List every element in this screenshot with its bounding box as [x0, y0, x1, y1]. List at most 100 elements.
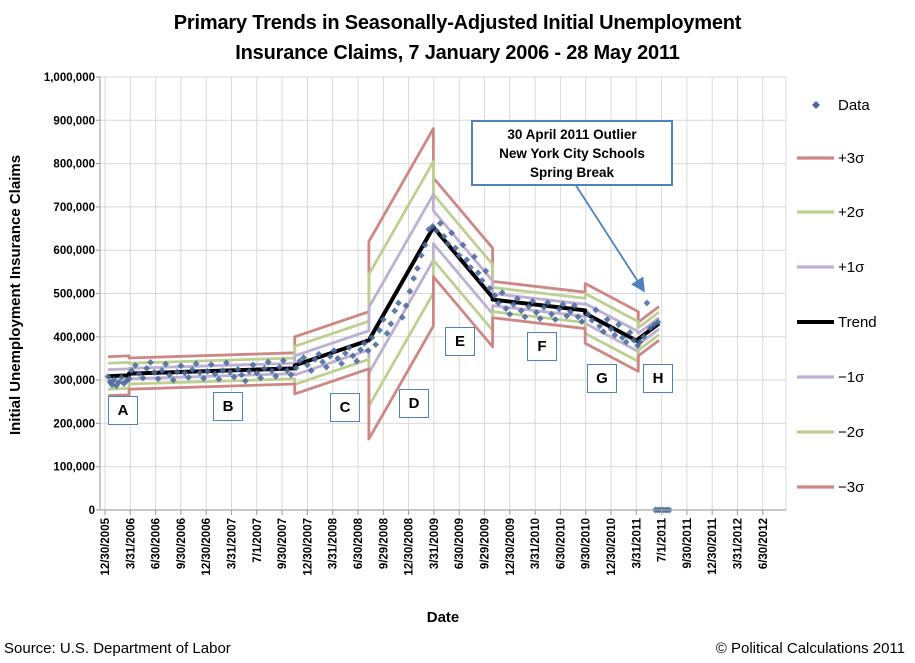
data-point [173, 368, 181, 376]
data-point [219, 367, 227, 374]
data-point [357, 346, 364, 354]
legend-label: Data [838, 97, 870, 114]
data-point [536, 315, 544, 323]
data-point [611, 331, 619, 339]
data-point [177, 362, 185, 370]
data-point [448, 229, 456, 237]
y-tick-label: 800,000 [53, 159, 95, 171]
data-point [364, 347, 372, 355]
data-point [521, 313, 529, 321]
annotation-line3: Spring Break [529, 164, 615, 180]
data-point [112, 382, 120, 390]
data-point [169, 376, 177, 384]
x-tick-label: 9/30/2006 [176, 518, 188, 569]
data-point [544, 299, 552, 306]
data-point [444, 240, 452, 248]
data-point [115, 378, 123, 386]
legend-label: +1σ [838, 259, 865, 276]
data-point [630, 336, 638, 344]
x-tick-label: 3/31/2008 [328, 517, 340, 569]
segment-label-D: D [399, 389, 429, 418]
data-point [578, 318, 586, 326]
data-point [376, 326, 383, 334]
legend: Data +3σ +2σ +1σ Trend −1σ −2σ −3σ [797, 97, 877, 496]
data-point [603, 316, 611, 323]
data-point [326, 352, 334, 360]
x-tick-label: 3/31/2007 [227, 518, 239, 569]
data-point [592, 306, 600, 314]
data-point [455, 251, 463, 259]
outlier-annotation: 30 April 2011 Outlier New York City Scho… [471, 120, 673, 186]
data-point [495, 299, 502, 307]
data-point [596, 322, 604, 330]
data-point [532, 309, 540, 316]
data-point [341, 349, 349, 357]
data-point [640, 333, 648, 341]
data-point [345, 344, 353, 352]
data-point [551, 316, 559, 323]
data-point [559, 300, 567, 308]
data-point [204, 368, 211, 375]
data-point [207, 361, 215, 368]
data-point [334, 355, 342, 362]
band-line-minus3sigma [107, 275, 660, 441]
annotation-arrow [574, 183, 645, 293]
data-point [196, 369, 204, 377]
x-tick-label: 6/30/2009 [454, 518, 466, 569]
x-tick-label: 9/30/2010 [581, 518, 593, 569]
x-tick-label: 3/31/2006 [125, 518, 137, 569]
data-point [139, 374, 147, 382]
y-tick-label: 300,000 [53, 375, 95, 387]
data-point [391, 307, 399, 315]
data-point [470, 253, 478, 261]
y-tick-label: 700,000 [53, 202, 95, 214]
axes [96, 76, 786, 515]
data-point [108, 381, 116, 389]
band-line-plus2sigma [107, 160, 660, 365]
data-point [125, 375, 133, 383]
data-point [292, 364, 300, 372]
segment-label-C: C [330, 393, 360, 422]
data-point [510, 300, 517, 308]
y-tick-label: 400,000 [53, 332, 95, 344]
x-tick-label: 6/30/2012 [758, 518, 770, 569]
data-point [349, 352, 357, 360]
x-tick-label: 9/29/2009 [480, 518, 492, 569]
segment-label-A: A [108, 396, 138, 425]
data-point [463, 256, 471, 264]
band-line-plus3sigma [107, 127, 660, 360]
data-point [459, 241, 467, 249]
data-point [406, 287, 414, 295]
segment-label-E: E [445, 327, 475, 356]
x-tick-label: 12/30/2007 [302, 518, 314, 576]
data-point [304, 361, 311, 369]
data-point [421, 241, 429, 249]
segment-label-B: B [213, 392, 243, 421]
data-point [467, 264, 474, 271]
data-point [379, 316, 387, 323]
x-tick-label: 3/31/2011 [631, 517, 643, 568]
data-point [319, 358, 326, 366]
data-point [525, 303, 533, 310]
data-point [276, 363, 283, 371]
legend-label: −3σ [838, 479, 865, 496]
data-point [104, 373, 112, 381]
data-point [618, 334, 626, 342]
data-point [226, 368, 234, 376]
data-point [185, 374, 192, 381]
data-point [506, 310, 514, 318]
data-point [143, 365, 151, 372]
plot-gridlines [99, 76, 787, 511]
data-point [166, 371, 173, 379]
data-point [268, 367, 276, 375]
data-point [230, 373, 238, 381]
data-point [502, 305, 510, 313]
legend-label: −2σ [838, 424, 865, 441]
data-point [654, 318, 662, 326]
segment-label-H: H [643, 364, 673, 393]
data-point [307, 367, 315, 374]
x-tick-label: 12/30/2006 [201, 518, 213, 576]
x-tick-label: 6/30/2010 [555, 518, 567, 569]
data-point [215, 375, 223, 383]
data-point [311, 355, 319, 363]
